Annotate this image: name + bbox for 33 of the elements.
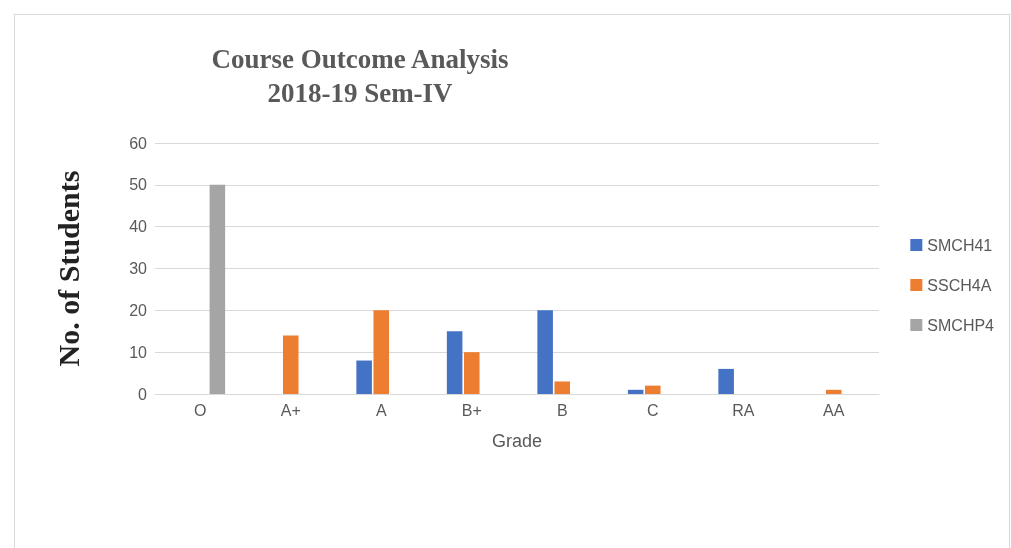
x-tick-label: O xyxy=(194,401,207,419)
x-tick-label: AA xyxy=(823,401,845,419)
bar xyxy=(644,385,661,394)
x-tick-label: B xyxy=(556,401,568,419)
bar xyxy=(373,310,390,394)
bar xyxy=(627,389,644,394)
legend-label: SMCH41 xyxy=(927,236,993,254)
x-axis-title: Grade xyxy=(491,431,543,451)
bar xyxy=(209,184,226,394)
y-tick-label: 50 xyxy=(129,176,148,194)
bar xyxy=(554,381,571,394)
bar xyxy=(463,352,480,394)
bar xyxy=(537,310,553,394)
chart-title: Course Outcome Analysis 2018-19 Sem-IV xyxy=(211,44,509,108)
x-tick-label: C xyxy=(646,401,659,419)
x-tick-label: B+ xyxy=(461,401,482,419)
y-tick-label: 60 xyxy=(129,134,148,152)
bar xyxy=(282,335,299,394)
x-tick-label: A xyxy=(375,401,387,419)
y-axis-title: No. of Students xyxy=(51,170,85,367)
y-tick-label: 20 xyxy=(129,301,148,319)
y-tick-label: 30 xyxy=(129,260,148,277)
bar xyxy=(356,360,372,394)
bar xyxy=(825,389,842,394)
x-tick-label: A+ xyxy=(280,401,301,419)
y-tick-label: 0 xyxy=(138,385,148,403)
bar xyxy=(718,368,734,394)
y-tick-label: 40 xyxy=(129,218,148,236)
legend-label: SSCH4A xyxy=(927,276,992,294)
y-tick-label: 10 xyxy=(129,343,148,361)
bar xyxy=(446,331,463,394)
legend-label: SMCHP4 xyxy=(927,316,995,334)
x-tick-label: RA xyxy=(732,401,755,419)
